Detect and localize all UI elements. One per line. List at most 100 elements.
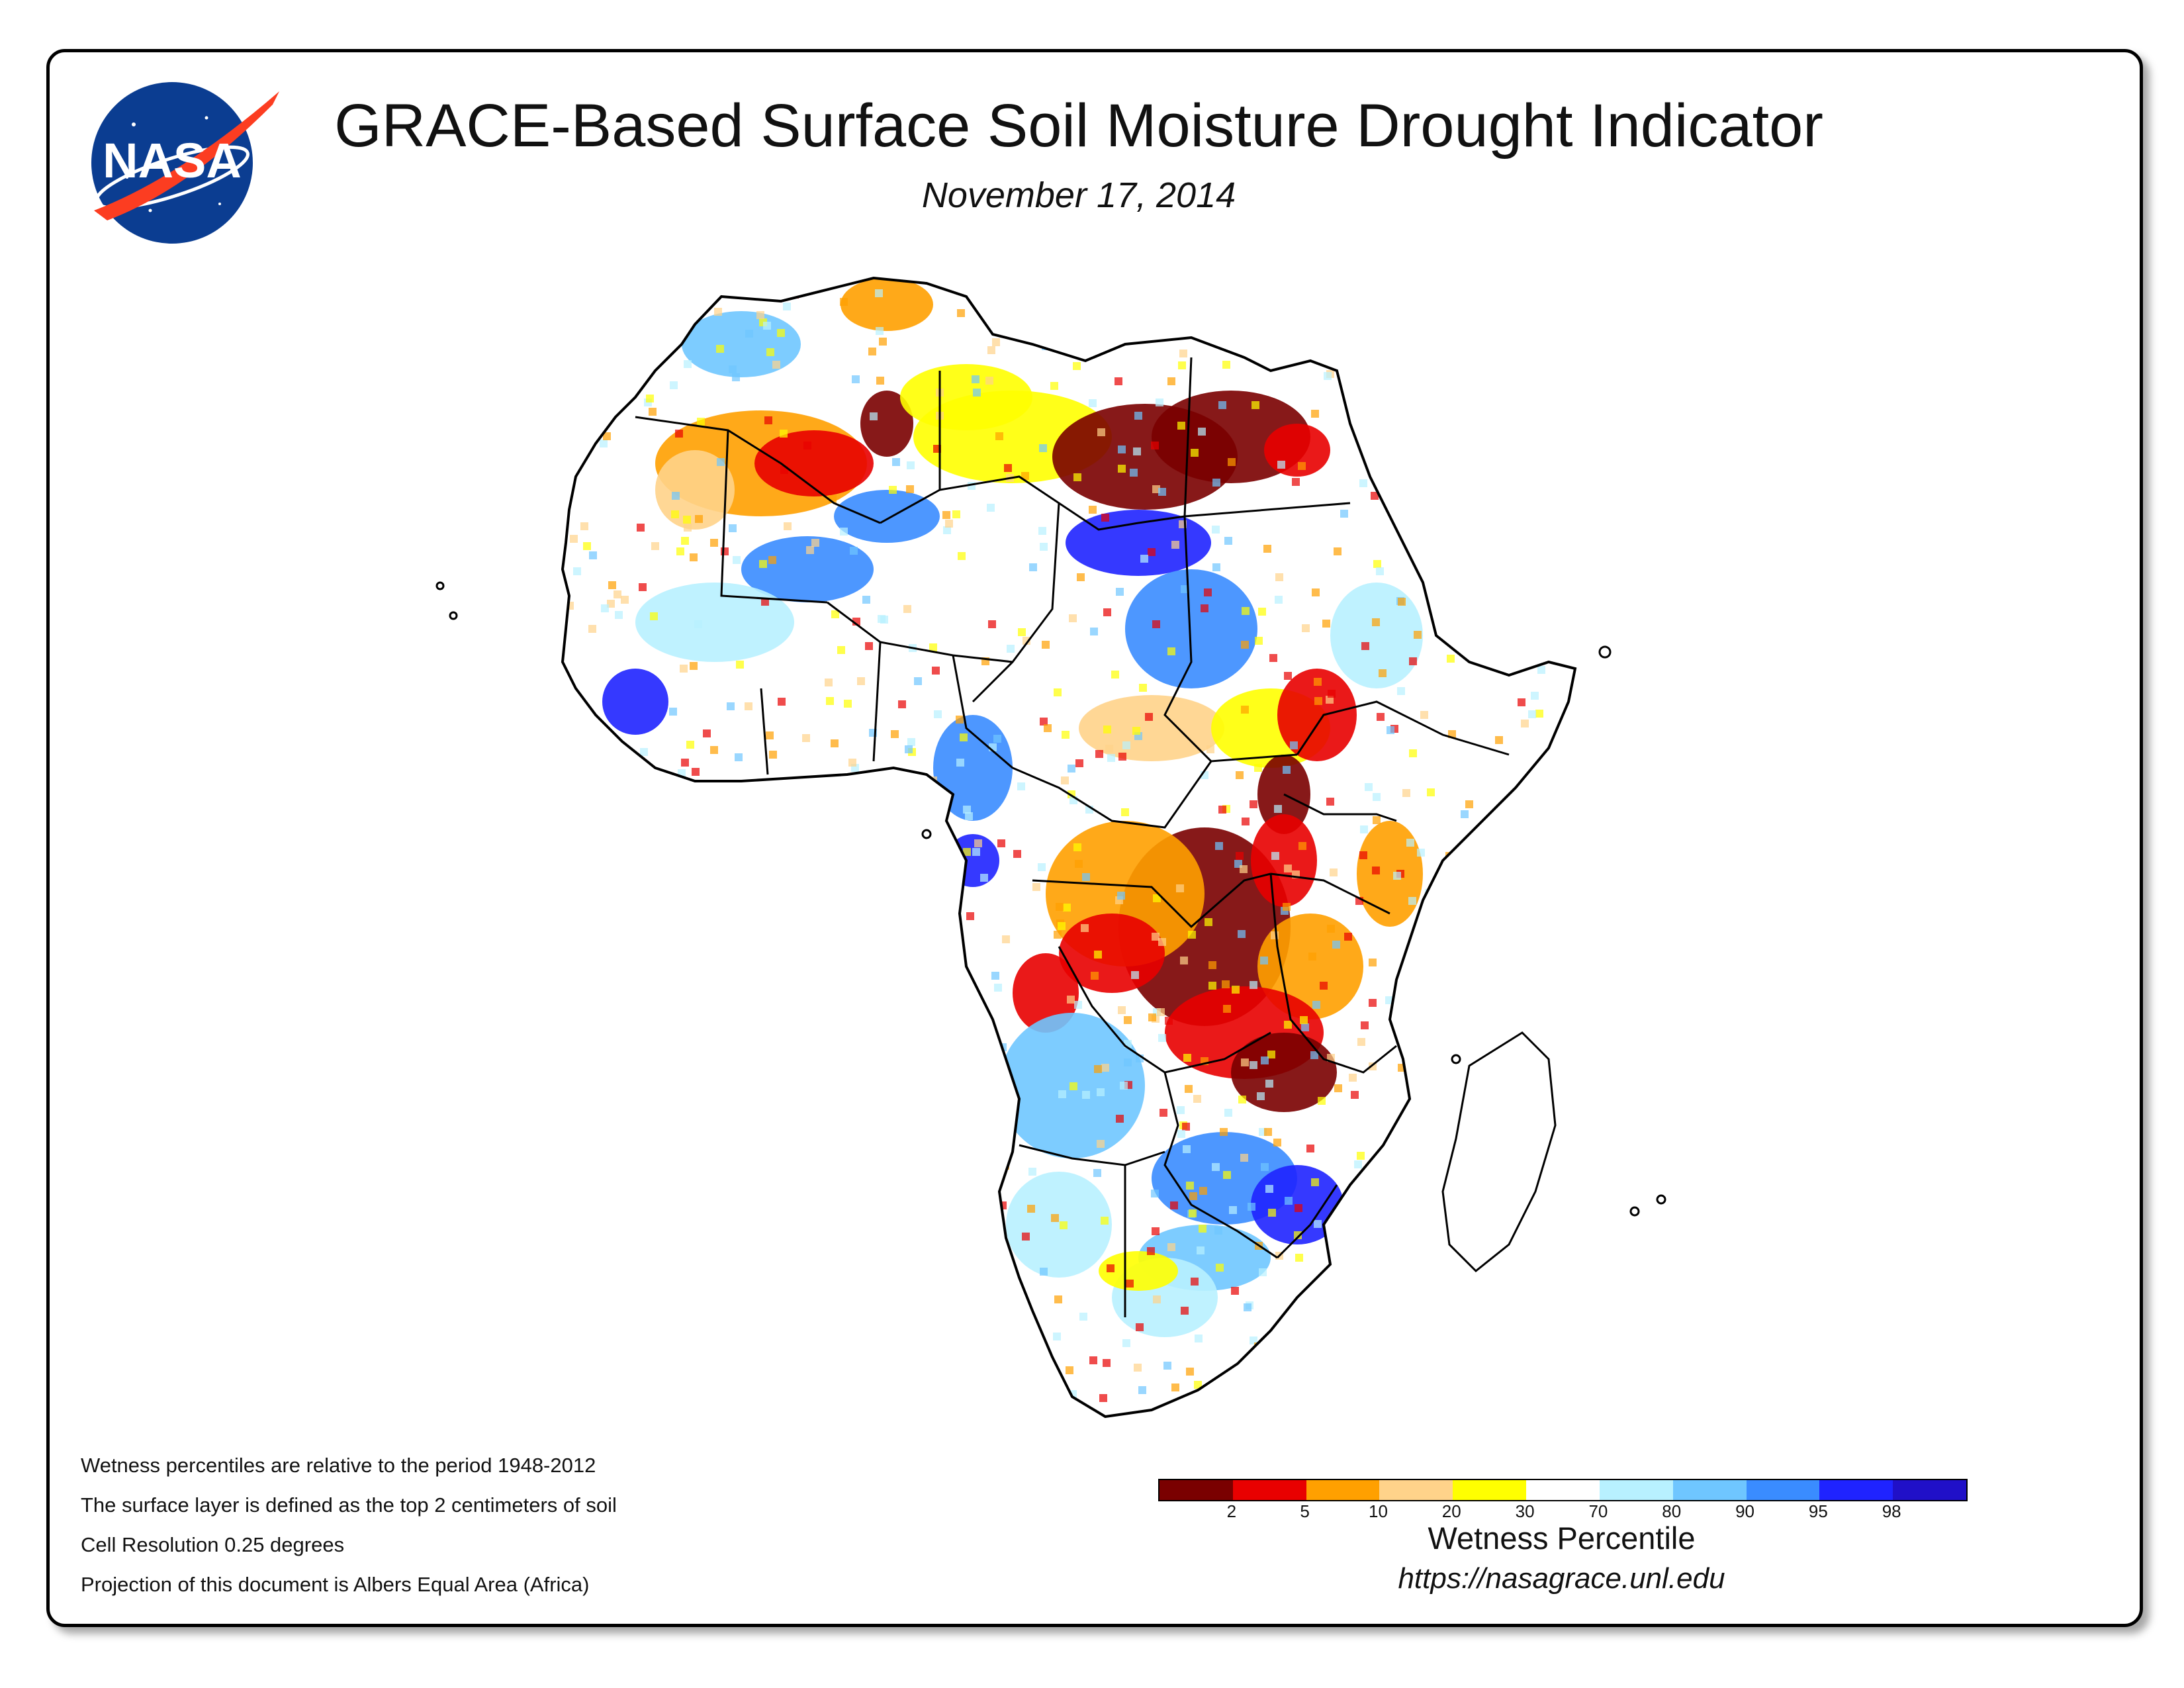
moisture-cell [570, 535, 578, 543]
moisture-cell [1067, 996, 1075, 1004]
moisture-cell [682, 1115, 690, 1123]
moisture-cell [1514, 1281, 1522, 1289]
moisture-cell [647, 1011, 655, 1019]
legend-tick-label: 98 [1882, 1501, 1901, 1521]
moisture-cell [1167, 377, 1175, 385]
moisture-cell [772, 361, 780, 369]
moisture-cell [680, 665, 688, 673]
moisture-cell [1191, 1278, 1199, 1286]
moisture-cell [662, 825, 670, 833]
moisture-cell [1040, 718, 1048, 726]
moisture-cell [1058, 339, 1066, 347]
legend-tick-label: 90 [1735, 1501, 1754, 1521]
legend-swatch-5 [1526, 1480, 1600, 1500]
source-url: https://nasagrace.unl.edu [1398, 1562, 1725, 1595]
moisture-cell [810, 1261, 818, 1269]
moisture-cell [1028, 1168, 1036, 1176]
moisture-cell [790, 1147, 798, 1154]
moisture-cell [1524, 1294, 1531, 1302]
moisture-cell [1413, 357, 1421, 365]
moisture-cell [1054, 1295, 1062, 1303]
moisture-cell [1275, 596, 1283, 604]
moisture-cell [934, 1303, 942, 1311]
moisture-cell [1153, 1295, 1161, 1303]
moisture-cell [1324, 372, 1332, 380]
moisture-cell [1551, 901, 1559, 909]
moisture-cell [945, 520, 953, 528]
moisture-cell [1360, 825, 1368, 833]
moisture-cell [1242, 818, 1250, 825]
moisture-cell [1152, 933, 1160, 941]
moisture-cell [1021, 472, 1029, 480]
moisture-cell [907, 461, 915, 469]
moisture-cell [1216, 1264, 1224, 1272]
moisture-cell [1148, 1013, 1156, 1021]
moisture-cell [1097, 428, 1105, 436]
moisture-cell [619, 1107, 627, 1115]
moisture-cell [893, 890, 901, 898]
moisture-cell [1238, 930, 1246, 938]
moisture-cell [1171, 1383, 1179, 1391]
moisture-cell [746, 1239, 754, 1246]
moisture-cell [1427, 788, 1435, 796]
moisture-cell [1039, 444, 1047, 452]
moisture-cell [1445, 618, 1453, 626]
moisture-cell [1215, 842, 1223, 850]
moisture-cell [1361, 404, 1369, 412]
moisture-cell [1218, 806, 1226, 814]
moisture-cell [1420, 711, 1428, 719]
moisture-cell [584, 1340, 592, 1348]
moisture-cell [666, 1327, 674, 1335]
moisture-cell [1417, 1325, 1425, 1333]
moisture-patch [602, 669, 668, 735]
moisture-cell [1390, 363, 1398, 371]
madagascar-outline [1441, 1031, 1557, 1273]
moisture-cell [1032, 883, 1040, 891]
moisture-cell [1312, 588, 1320, 596]
moisture-cell [963, 806, 971, 814]
moisture-cell [1494, 641, 1502, 649]
moisture-cell [929, 643, 937, 651]
moisture-cell [1412, 458, 1420, 466]
moisture-cell [1050, 382, 1058, 390]
moisture-cell [1365, 1311, 1373, 1319]
moisture-cell [858, 1419, 866, 1427]
moisture-cell [783, 303, 791, 310]
moisture-cell [1197, 1246, 1205, 1254]
moisture-cell [706, 936, 714, 944]
moisture-cell [1081, 340, 1089, 348]
moisture-cell [624, 1190, 632, 1197]
moisture-cell [651, 352, 659, 359]
legend-title: Wetness Percentile [1428, 1521, 1696, 1556]
moisture-cell [574, 1416, 582, 1417]
moisture-cell [747, 1388, 755, 1396]
moisture-cell [1461, 810, 1469, 818]
moisture-cell [1133, 447, 1141, 455]
moisture-cell [952, 510, 960, 518]
moisture-cell [777, 329, 785, 337]
moisture-cell [972, 375, 979, 383]
moisture-cell [872, 1407, 880, 1415]
moisture-cell [858, 1190, 866, 1197]
moisture-cell [1397, 412, 1405, 420]
moisture-patch [655, 450, 735, 530]
moisture-cell [994, 1154, 1002, 1162]
moisture-cell [985, 377, 993, 385]
moisture-cell [651, 542, 659, 550]
moisture-cell [1199, 1225, 1206, 1233]
moisture-cell [1358, 1219, 1366, 1227]
moisture-cell [1218, 401, 1226, 409]
moisture-cell [1250, 1061, 1257, 1069]
moisture-cell [662, 336, 670, 344]
moisture-cell [1283, 903, 1291, 911]
moisture-patch [1006, 1172, 1112, 1278]
moisture-cell [1089, 506, 1097, 514]
moisture-cell [962, 1319, 970, 1327]
moisture-cell [816, 983, 824, 991]
moisture-cell [1121, 808, 1129, 816]
moisture-cell [1095, 750, 1103, 758]
moisture-cell [713, 826, 721, 834]
moisture-cell [1433, 1378, 1441, 1386]
moisture-cell [1294, 1231, 1302, 1239]
